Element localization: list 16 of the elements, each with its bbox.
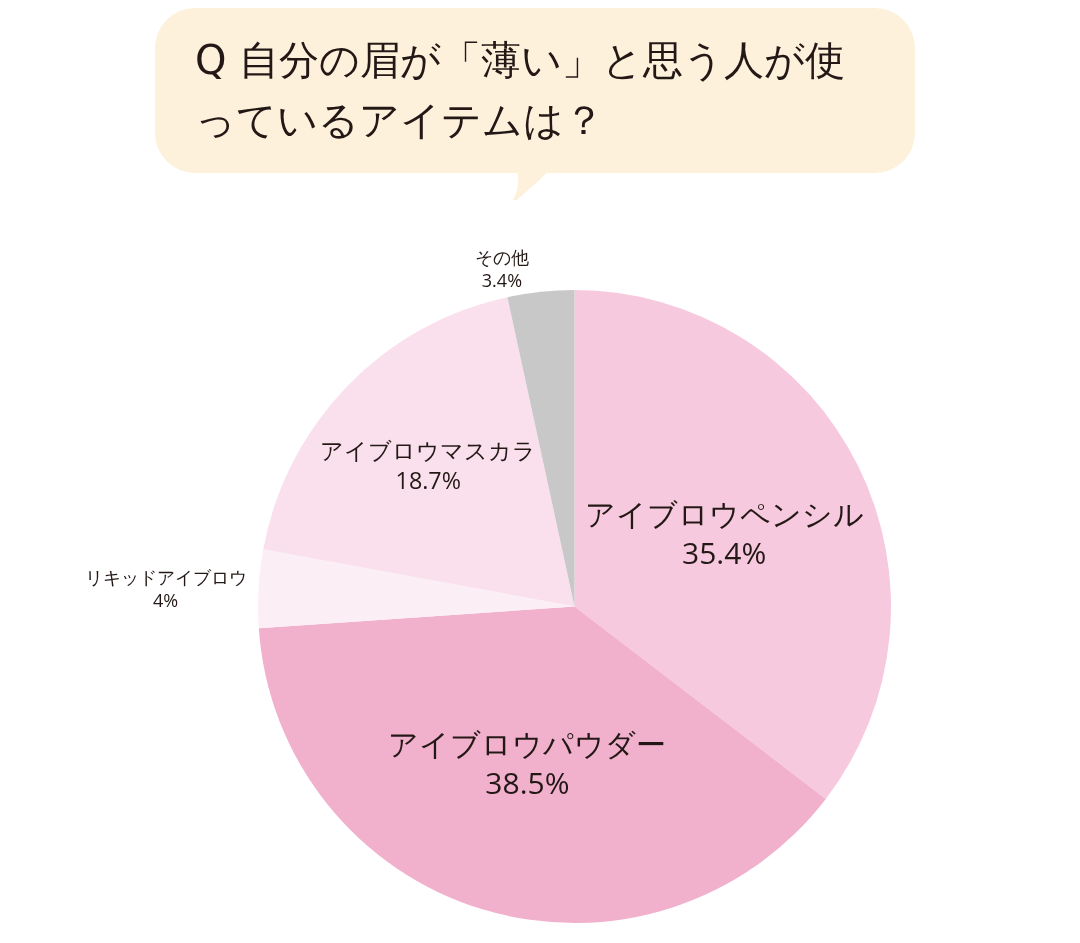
data-label: 18.7% <box>395 463 461 496</box>
data-label: 3.4% <box>481 268 523 293</box>
slice-label: リキッドアイブロウ <box>84 564 247 589</box>
data-label: 35.4% <box>682 531 767 573</box>
data-label: 38.5% <box>485 762 570 804</box>
speech-bubble: Q 自分の眉が「薄い」と思う人が使っているアイテムは？ <box>155 8 915 173</box>
slice-label: その他 <box>474 244 529 269</box>
slice-label: アイブロウペンシル <box>584 492 864 534</box>
pie-slice <box>263 297 575 607</box>
pie-slice <box>258 549 575 629</box>
pie-slice <box>574 290 891 799</box>
pie-slice <box>507 290 575 607</box>
slice-label: アイブロウマスカラ <box>320 433 537 466</box>
pie-slice <box>258 606 826 923</box>
slice-label: アイブロウパウダー <box>388 723 667 765</box>
data-label: 4% <box>153 588 179 613</box>
